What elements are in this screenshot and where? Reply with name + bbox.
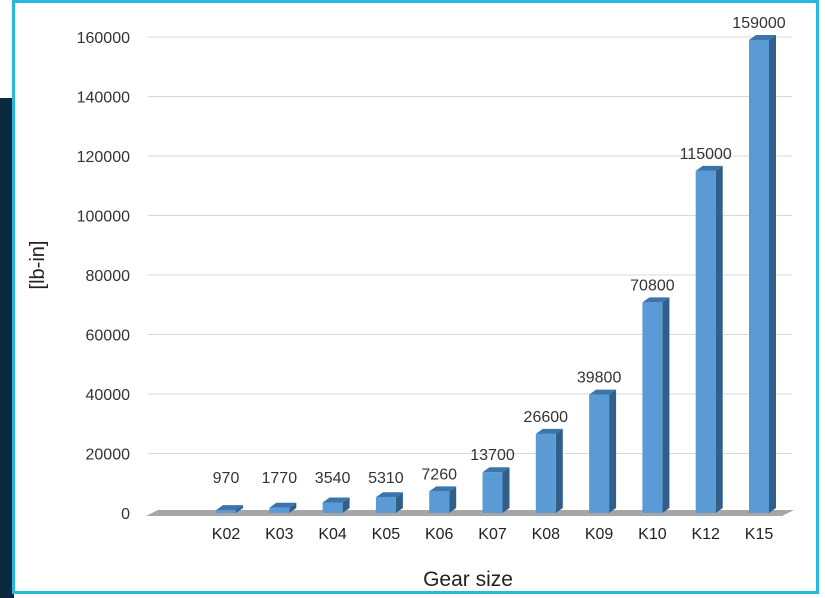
x-tick-label: K08 — [532, 526, 561, 543]
bar-side — [769, 34, 776, 513]
bar-front — [375, 497, 396, 513]
bar — [695, 165, 723, 513]
bar — [269, 502, 297, 513]
y-tick-label: 140000 — [77, 90, 130, 107]
data-label: 39800 — [577, 370, 622, 387]
bar — [429, 486, 457, 513]
x-tick-label: K04 — [318, 526, 347, 543]
x-tick-label: K05 — [372, 526, 401, 543]
y-tick-label: 0 — [121, 506, 130, 523]
x-tick-label: K15 — [745, 526, 774, 543]
bar-front — [429, 491, 450, 513]
data-label: 970 — [213, 470, 240, 487]
bar — [589, 389, 617, 513]
bar-top — [216, 505, 243, 511]
y-tick-label: 20000 — [86, 447, 131, 464]
bar-top — [375, 492, 403, 498]
x-axis-title: Gear size — [423, 568, 513, 591]
x-tick-label: K03 — [265, 526, 294, 543]
bar-side — [609, 389, 617, 513]
bar-side — [555, 428, 563, 513]
y-tick-label: 80000 — [86, 268, 131, 285]
x-axis-ticks: K02 K03 K04 K05 K06 K07 K08 K09 K10 K12 K15 — [212, 526, 774, 543]
y-tick-label: 100000 — [77, 209, 130, 226]
data-label: 115000 — [680, 146, 732, 163]
y-tick-label: 120000 — [77, 149, 130, 166]
data-label: 70800 — [630, 277, 675, 294]
bar-side — [449, 486, 457, 513]
bar-front — [535, 433, 556, 513]
bar — [322, 497, 350, 513]
data-label: 159000 — [732, 15, 785, 32]
bar-top — [589, 389, 617, 395]
bar-top — [695, 165, 723, 171]
y-axis-title: [lb-in] — [27, 241, 49, 290]
bar-top — [482, 467, 510, 473]
bar-front — [269, 507, 290, 513]
bar-side — [502, 467, 510, 513]
bar-top — [429, 486, 457, 492]
data-label: 3540 — [315, 470, 351, 487]
bar-side — [289, 502, 297, 513]
data-label: 7260 — [421, 466, 457, 483]
gridlines — [148, 36, 792, 454]
y-tick-label: 40000 — [86, 387, 131, 404]
data-label: 13700 — [470, 447, 515, 464]
bar-top — [269, 502, 297, 508]
x-tick-label: K02 — [212, 526, 241, 543]
bar-side — [342, 497, 350, 513]
bar-side — [236, 505, 243, 513]
x-tick-label: K09 — [585, 526, 614, 543]
y-axis-ticks: 0 20000 40000 60000 80000 100000 120000 140000 1… — [77, 30, 130, 523]
data-label: 5310 — [368, 470, 404, 487]
bar-side — [395, 492, 403, 513]
bar — [216, 505, 243, 513]
bars — [216, 34, 776, 513]
bar — [535, 428, 563, 513]
y-tick-label: 160000 — [77, 30, 130, 47]
bar-front — [642, 302, 663, 513]
x-tick-label: K12 — [691, 526, 720, 543]
y-tick-label: 60000 — [86, 328, 131, 345]
x-tick-label: K10 — [638, 526, 667, 543]
bar-front — [322, 502, 343, 513]
bar — [482, 467, 510, 513]
bar-top — [322, 497, 350, 503]
bar-top — [535, 428, 563, 434]
bar — [749, 34, 776, 513]
bar-front — [749, 39, 769, 513]
bar-front — [482, 472, 503, 513]
side-strip — [0, 98, 14, 598]
bar-top — [749, 34, 776, 40]
bar — [375, 492, 403, 513]
chart-floor — [146, 510, 794, 516]
floor-plane — [146, 510, 794, 516]
bar-front — [589, 394, 610, 513]
bar — [642, 297, 670, 513]
bar-side — [662, 297, 670, 513]
x-tick-label: K07 — [478, 526, 507, 543]
x-tick-label: K06 — [425, 526, 454, 543]
data-label: 1770 — [262, 470, 298, 487]
bar-front — [695, 170, 716, 513]
bar-top — [642, 297, 670, 303]
data-label: 26600 — [524, 409, 569, 426]
bar-front — [216, 510, 236, 513]
data-labels: 970 1770 3540 5310 7260 13700 26600 39800 70800 1… — [213, 15, 786, 487]
bar-side — [715, 165, 723, 513]
